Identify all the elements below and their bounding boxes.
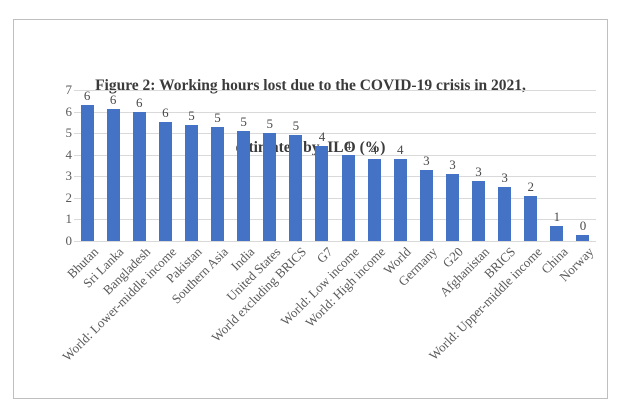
bar-bangladesh	[132, 111, 146, 241]
bar-g7	[315, 146, 329, 241]
gridline-y-4	[74, 155, 596, 156]
bar-world-lower-middle-income	[158, 122, 172, 241]
bar-united-states	[263, 133, 277, 241]
bar-afghanistan	[472, 180, 486, 241]
bar-germany	[419, 169, 433, 241]
gridline-y-0	[74, 241, 596, 242]
bar-value-label: 6	[83, 88, 91, 104]
bar-value-label: 4	[344, 137, 352, 153]
bar-southern-asia	[211, 126, 225, 241]
gridline-y-6	[74, 112, 596, 113]
gridline-y-5	[74, 133, 596, 134]
bar-g20	[445, 174, 459, 241]
bar-value-label: 6	[109, 92, 117, 108]
bar-value-label: 4	[318, 129, 326, 145]
bar-value-label: 5	[240, 114, 247, 129]
bar-value-label: 5	[188, 107, 195, 123]
y-axis-tick-label: 4	[65, 147, 73, 162]
gridline-y-1	[74, 219, 596, 220]
bar-world-low-income	[341, 154, 355, 241]
bar-value-label: 5	[292, 118, 300, 134]
bar-value-label: 3	[449, 157, 456, 173]
bar-value-label: 2	[527, 178, 535, 194]
bar-world	[393, 159, 407, 241]
y-axis-tick-label: 0	[65, 233, 73, 248]
bar-india	[237, 131, 251, 241]
bar-value-label: 1	[553, 208, 561, 224]
bar-value-label: 5	[266, 116, 274, 132]
bar-value-label: 0	[579, 217, 587, 233]
bar-world-high-income	[367, 159, 381, 241]
bar-value-label: 3	[501, 170, 508, 186]
bar-world-excluding-brics	[289, 135, 303, 241]
bar-value-label: 4	[397, 142, 404, 158]
y-axis-tick-label: 2	[65, 190, 73, 205]
chart-frame: Figure 2: Working hours lost due to the …	[13, 19, 608, 399]
bar-bhutan	[80, 105, 94, 241]
plot-area: 0 1 2 3 4 5 6 7 6 Bhutan 6 Sri Lanka 6 Bangladesh 6 Wor…	[59, 82, 597, 364]
bar-china	[550, 225, 564, 241]
y-axis-tick-label: 1	[65, 211, 73, 226]
bar-value-label: 3	[475, 163, 482, 179]
bar-world-upper-middle-income	[524, 195, 538, 241]
bar-value-label: 6	[136, 94, 143, 110]
gridline-y-3	[74, 176, 596, 177]
bar-sri-lanka	[106, 109, 120, 241]
y-axis-tick-label: 7	[65, 82, 73, 97]
bar-value-label: 3	[423, 152, 430, 168]
bar-norway	[576, 234, 590, 241]
bar-value-label: 6	[162, 105, 169, 121]
bar-value-label: 5	[214, 109, 221, 125]
y-axis-tick-label: 3	[65, 168, 73, 183]
y-axis-tick-label: 6	[65, 104, 73, 119]
gridline-y-2	[74, 198, 596, 199]
chart-title-line1: Figure 2: Working hours lost due to the …	[95, 77, 526, 94]
y-axis-tick-label: 5	[65, 125, 73, 140]
bar-brics	[498, 187, 512, 241]
gridline-y-7	[74, 90, 596, 91]
bar-pakistan	[184, 124, 198, 241]
bar-value-label: 4	[370, 142, 378, 158]
